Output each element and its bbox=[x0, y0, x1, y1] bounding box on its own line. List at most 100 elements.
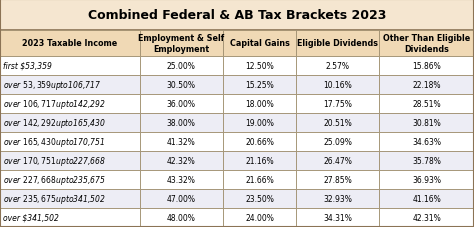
Text: 41.16%: 41.16% bbox=[412, 194, 441, 203]
Bar bbox=[379, 114, 474, 132]
Bar bbox=[379, 95, 474, 114]
Bar bbox=[140, 189, 223, 208]
Text: 32.93%: 32.93% bbox=[323, 194, 352, 203]
Text: 38.00%: 38.00% bbox=[167, 118, 196, 127]
Text: 28.51%: 28.51% bbox=[412, 100, 441, 109]
Bar bbox=[140, 208, 223, 227]
Text: 12.50%: 12.50% bbox=[245, 62, 274, 71]
Text: 34.31%: 34.31% bbox=[323, 213, 352, 222]
Bar bbox=[0, 170, 140, 189]
Bar bbox=[379, 189, 474, 208]
Bar bbox=[0, 31, 140, 57]
Text: 35.78%: 35.78% bbox=[412, 156, 441, 165]
Text: 47.00%: 47.00% bbox=[167, 194, 196, 203]
Bar bbox=[296, 31, 379, 57]
Text: 21.16%: 21.16% bbox=[245, 156, 274, 165]
Text: over $170,751 up to $227,668: over $170,751 up to $227,668 bbox=[3, 154, 106, 167]
Text: 34.63%: 34.63% bbox=[412, 137, 441, 146]
Bar bbox=[296, 208, 379, 227]
Text: 42.31%: 42.31% bbox=[412, 213, 441, 222]
Text: 26.47%: 26.47% bbox=[323, 156, 352, 165]
Bar bbox=[223, 151, 296, 170]
Bar bbox=[223, 170, 296, 189]
Text: 20.66%: 20.66% bbox=[245, 137, 274, 146]
Text: 22.18%: 22.18% bbox=[412, 81, 441, 90]
Text: over $165,430 up to $170,751: over $165,430 up to $170,751 bbox=[3, 135, 106, 148]
Text: 43.32%: 43.32% bbox=[167, 175, 196, 184]
Bar bbox=[140, 132, 223, 151]
Text: over $106,717 up to $142,292: over $106,717 up to $142,292 bbox=[3, 98, 106, 111]
Bar bbox=[140, 95, 223, 114]
Bar bbox=[223, 189, 296, 208]
Text: 36.00%: 36.00% bbox=[167, 100, 196, 109]
Text: over $142,292 up to $165,430: over $142,292 up to $165,430 bbox=[3, 116, 106, 129]
Bar bbox=[223, 76, 296, 95]
Bar bbox=[296, 132, 379, 151]
Bar bbox=[0, 76, 140, 95]
Text: 42.32%: 42.32% bbox=[167, 156, 196, 165]
Bar bbox=[223, 114, 296, 132]
Bar bbox=[0, 189, 140, 208]
Bar bbox=[0, 57, 140, 76]
Text: over $227,668 up to $235,675: over $227,668 up to $235,675 bbox=[3, 173, 106, 186]
Bar bbox=[296, 114, 379, 132]
Text: 10.16%: 10.16% bbox=[323, 81, 352, 90]
Text: over $53,359 up to $106,717: over $53,359 up to $106,717 bbox=[3, 79, 101, 92]
Text: 48.00%: 48.00% bbox=[167, 213, 196, 222]
Text: Eligible Dividends: Eligible Dividends bbox=[297, 39, 378, 48]
Bar bbox=[379, 31, 474, 57]
Text: 20.51%: 20.51% bbox=[323, 118, 352, 127]
Text: 27.85%: 27.85% bbox=[323, 175, 352, 184]
Bar bbox=[0, 151, 140, 170]
Text: first $53,359: first $53,359 bbox=[3, 62, 52, 71]
Bar bbox=[0, 208, 140, 227]
Bar bbox=[379, 170, 474, 189]
Bar bbox=[140, 114, 223, 132]
Bar bbox=[0, 0, 474, 31]
Bar bbox=[140, 151, 223, 170]
Text: 21.66%: 21.66% bbox=[245, 175, 274, 184]
Text: 23.50%: 23.50% bbox=[245, 194, 274, 203]
Text: 2023 Taxable Income: 2023 Taxable Income bbox=[22, 39, 118, 48]
Text: 15.25%: 15.25% bbox=[245, 81, 274, 90]
Text: over $235,675 up to $341,502: over $235,675 up to $341,502 bbox=[3, 192, 106, 205]
Bar bbox=[296, 151, 379, 170]
Text: 25.09%: 25.09% bbox=[323, 137, 352, 146]
Bar bbox=[379, 132, 474, 151]
Bar bbox=[379, 76, 474, 95]
Text: Capital Gains: Capital Gains bbox=[229, 39, 290, 48]
Bar bbox=[223, 132, 296, 151]
Bar bbox=[379, 208, 474, 227]
Text: 30.81%: 30.81% bbox=[412, 118, 441, 127]
Bar bbox=[223, 95, 296, 114]
Text: 2.57%: 2.57% bbox=[326, 62, 350, 71]
Bar bbox=[296, 95, 379, 114]
Bar bbox=[140, 57, 223, 76]
Bar bbox=[0, 95, 140, 114]
Bar bbox=[0, 132, 140, 151]
Text: Employment & Self
Employment: Employment & Self Employment bbox=[138, 34, 224, 53]
Text: 41.32%: 41.32% bbox=[167, 137, 196, 146]
Bar bbox=[223, 208, 296, 227]
Text: 36.93%: 36.93% bbox=[412, 175, 441, 184]
Text: 15.86%: 15.86% bbox=[412, 62, 441, 71]
Text: 30.50%: 30.50% bbox=[167, 81, 196, 90]
Bar bbox=[379, 57, 474, 76]
Bar bbox=[296, 57, 379, 76]
Text: 25.00%: 25.00% bbox=[167, 62, 196, 71]
Text: over $341,502: over $341,502 bbox=[3, 213, 59, 222]
Bar bbox=[296, 189, 379, 208]
Bar bbox=[140, 170, 223, 189]
Text: 19.00%: 19.00% bbox=[245, 118, 274, 127]
Bar bbox=[379, 151, 474, 170]
Bar bbox=[296, 170, 379, 189]
Text: 24.00%: 24.00% bbox=[245, 213, 274, 222]
Bar bbox=[223, 57, 296, 76]
Bar bbox=[140, 31, 223, 57]
Bar bbox=[0, 114, 140, 132]
Text: 17.75%: 17.75% bbox=[323, 100, 352, 109]
Text: Combined Federal & AB Tax Brackets 2023: Combined Federal & AB Tax Brackets 2023 bbox=[88, 9, 386, 22]
Text: Other Than Eligible
Dividends: Other Than Eligible Dividends bbox=[383, 34, 470, 53]
Bar bbox=[223, 31, 296, 57]
Bar bbox=[296, 76, 379, 95]
